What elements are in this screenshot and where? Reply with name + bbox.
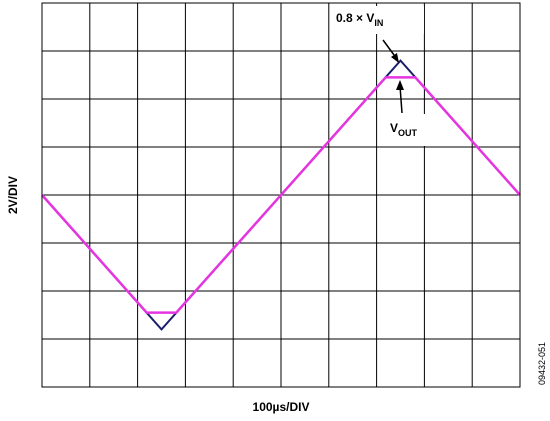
arrow-head	[396, 80, 404, 90]
x-axis-label: 100µs/DIV	[253, 400, 310, 414]
traces	[41, 59, 521, 331]
annotation-bg	[330, 6, 424, 34]
trace	[41, 76, 521, 314]
y-axis-label: 2V/DIV	[6, 176, 20, 214]
annotation: 0.8 × VIN	[336, 11, 383, 28]
annotation-bg	[386, 114, 426, 146]
figure-id: 09432-051	[537, 342, 547, 385]
arrow-head	[391, 53, 399, 63]
annotation-arrow	[399, 85, 403, 114]
annotation: VOUT	[390, 121, 418, 138]
plot-frame	[41, 2, 521, 388]
